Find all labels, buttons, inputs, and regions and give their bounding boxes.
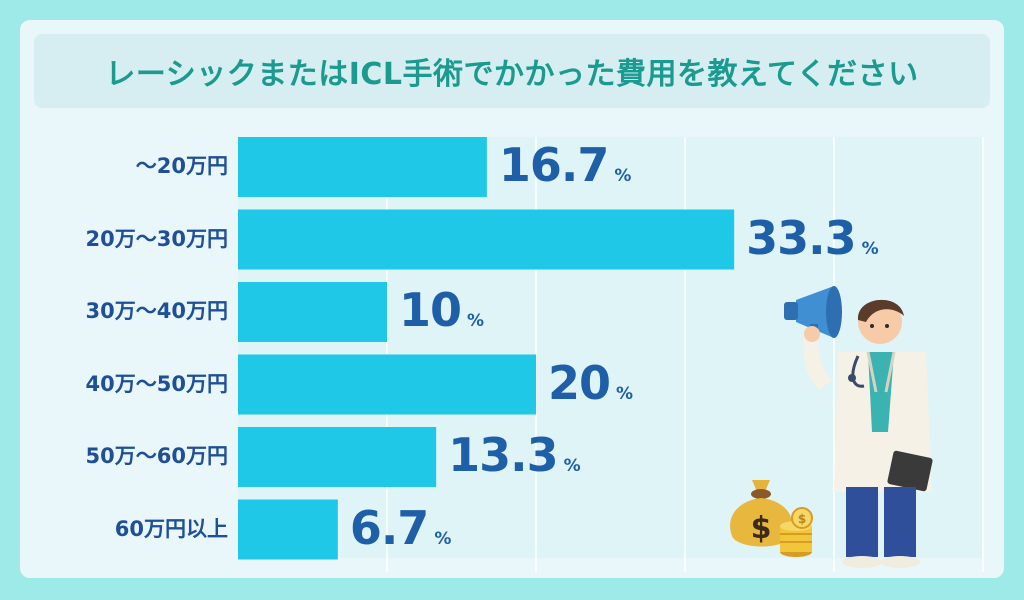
bar [238, 137, 487, 197]
bar [238, 282, 387, 342]
category-label: ～20万円 [135, 154, 228, 178]
data-label-unit: % [616, 383, 634, 404]
data-label-unit: % [467, 311, 485, 331]
category-label: 30万～40万円 [85, 299, 228, 323]
data-label: 6.7% [350, 505, 452, 551]
bar [238, 209, 735, 270]
chart-title: レーシックまたはICL手術でかかった費用を教えてください [105, 57, 919, 92]
title-banner: レーシックまたはICL手術でかかった費用を教えてください [34, 34, 990, 108]
category-label: 40万～50万円 [85, 371, 228, 396]
doctor-illustration [784, 286, 933, 568]
bar [238, 427, 437, 487]
svg-text:$: $ [751, 511, 772, 546]
data-label-value: 20 [548, 355, 611, 410]
data-label-value: 13.3 [448, 428, 558, 482]
data-label: 13.3% [448, 432, 581, 478]
bar [238, 354, 536, 415]
data-label-value: 16.7 [498, 138, 609, 192]
svg-text:$: $ [798, 512, 806, 526]
data-label-unit: % [563, 456, 581, 476]
megaphone-icon [784, 286, 842, 338]
data-label-unit: % [861, 238, 879, 259]
category-label: 50万～60万円 [85, 444, 228, 468]
data-label: 33.3% [746, 215, 879, 261]
data-label: 20% [548, 360, 633, 406]
data-label-value: 33.3 [746, 210, 856, 265]
data-label-unit: % [614, 166, 632, 186]
data-label-value: 10 [399, 283, 462, 337]
data-label: 16.7% [499, 142, 632, 188]
data-label-unit: % [434, 528, 452, 549]
data-label: 10% [399, 287, 484, 333]
category-label: 20万～30万円 [85, 226, 228, 251]
money-bag-icon: $ $ [730, 480, 813, 557]
category-label: 60万円以上 [114, 516, 228, 541]
bar [238, 499, 338, 560]
data-label-value: 6.7 [349, 500, 429, 555]
